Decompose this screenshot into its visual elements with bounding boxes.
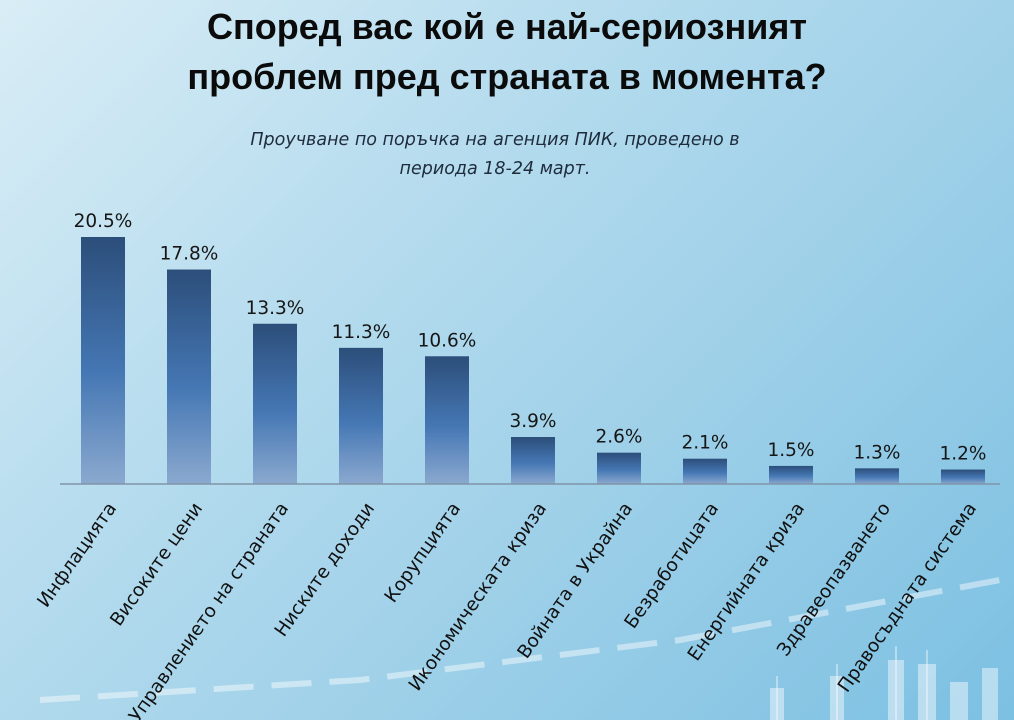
bar-5 [425,356,469,484]
data-label-6: 3.9% [510,411,557,432]
category-label-8: Безработицата [621,499,723,633]
bar-9 [769,465,813,484]
data-labels: 20.5% 17.8% 13.3% 11.3% 10.6% 3.9% 2.6% 2.1% 1.5… [74,211,987,465]
bar-10 [855,468,899,484]
bar-1 [81,237,125,484]
category-label-3: Управлението на страната [125,499,293,720]
bar-4 [339,347,383,484]
data-label-5: 10.6% [418,330,477,351]
category-label-1: Инфлацията [33,499,121,612]
data-label-8: 2.1% [682,433,729,454]
data-label-7: 2.6% [596,427,643,448]
bar-2 [167,269,211,484]
data-label-10: 1.3% [854,442,901,463]
chart-title-line-1: Според вас кой е най-сериозният [207,6,807,47]
bar-3 [253,323,297,484]
chart-title-line-2: проблем пред страната в момента? [187,56,827,97]
category-label-5: Корупцията [381,499,465,607]
chart-title: Според вас кой е най-сериозният проблем … [0,2,1014,102]
bar-7 [597,452,641,484]
chart-subtitle-line-1: Проучване по поръчка на агенция ПИК, про… [250,130,740,150]
category-label-4: Ниските доходи [271,499,379,641]
data-label-4: 11.3% [332,322,391,343]
bar-series [81,237,985,484]
data-label-11: 1.2% [940,444,987,465]
data-label-9: 1.5% [768,440,815,461]
chart-subtitle-line-2: периода 18-24 март. [399,159,591,179]
bar-6 [511,437,555,484]
bar-11 [941,469,985,484]
category-label-2: Високите цени [106,499,207,630]
bar-8 [683,458,727,484]
data-label-1: 20.5% [74,211,133,232]
data-label-2: 17.8% [160,244,219,265]
data-label-3: 13.3% [246,298,305,319]
chart-subtitle: Проучване по поръчка на агенция ПИК, про… [190,126,800,184]
